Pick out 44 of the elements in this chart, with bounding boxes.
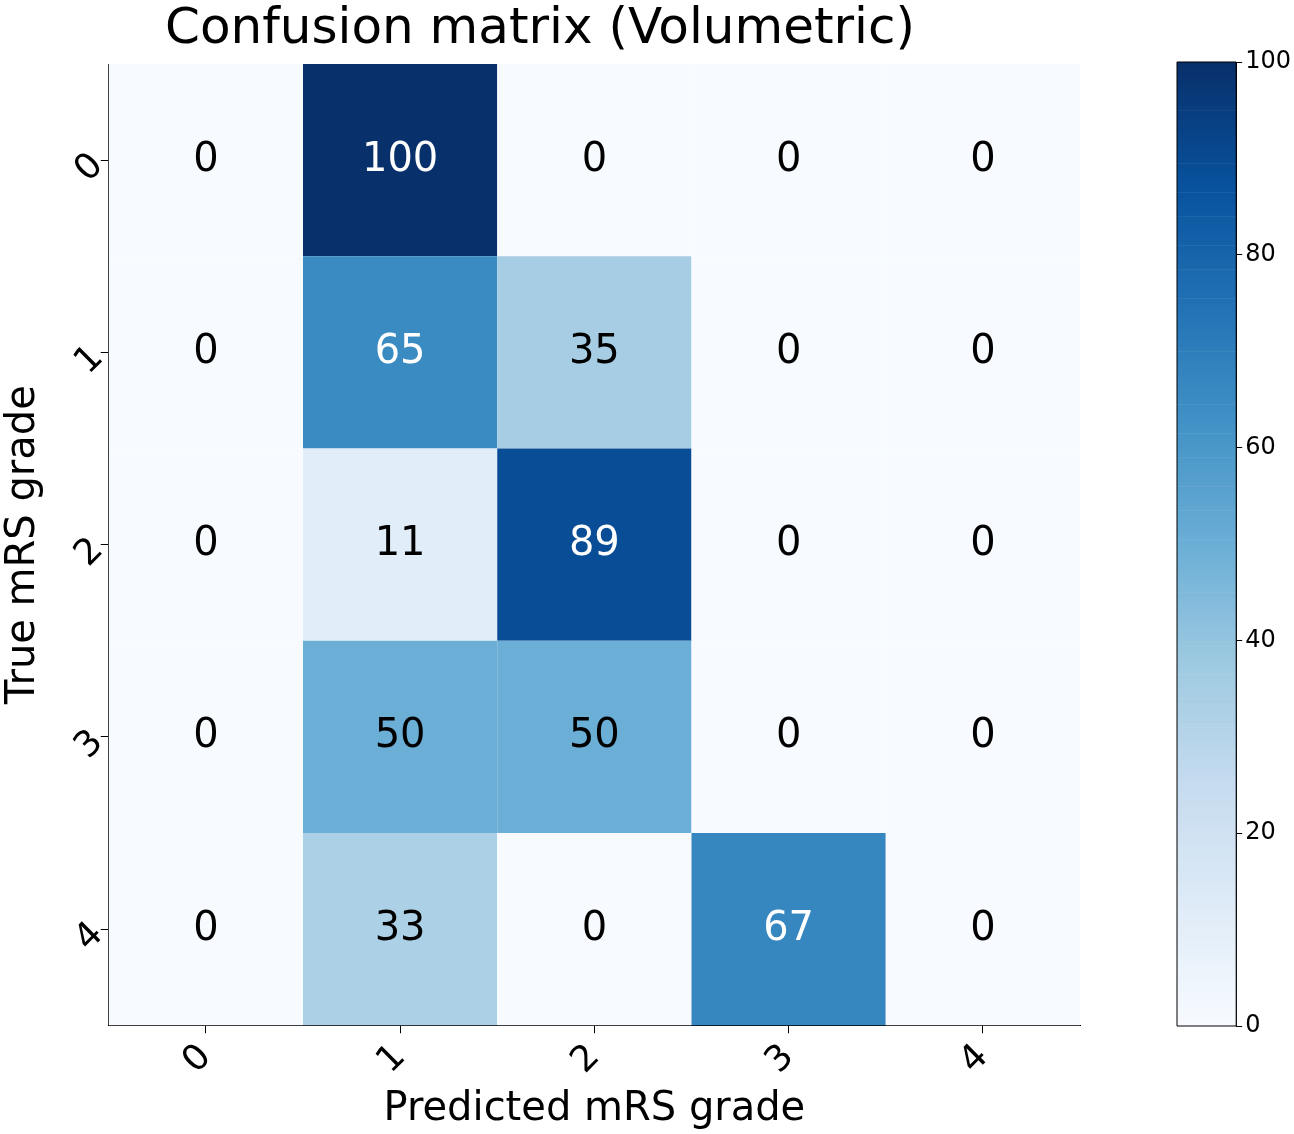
data-label: 11 (374, 518, 426, 565)
y-tick-label: 3 (64, 720, 111, 766)
color-bar-label: 80 (1245, 239, 1276, 268)
x-tick-label: 0 (172, 1034, 219, 1080)
data-label: 67 (763, 902, 815, 949)
data-label: 0 (775, 518, 802, 565)
data-label: 100 (361, 133, 439, 180)
x-tick-label: 4 (949, 1034, 996, 1080)
x-tick-label: 3 (755, 1034, 801, 1080)
data-label: 0 (775, 133, 802, 180)
data-label: 0 (970, 325, 996, 372)
data-label: 0 (193, 518, 219, 565)
chart-title: Confusion matrix (Volumetric) (165, 0, 915, 55)
data-label: 0 (581, 902, 608, 949)
color-bar-label: 100 (1245, 46, 1291, 75)
data-label: 89 (568, 518, 620, 565)
data-label: 0 (581, 133, 608, 180)
data-label: 0 (970, 518, 996, 565)
data-label: 65 (374, 325, 426, 372)
data-label: 50 (374, 710, 426, 757)
data-label: 33 (374, 902, 426, 949)
data-label: 0 (970, 710, 996, 757)
data-label: 0 (193, 325, 219, 372)
y-tick-label: 1 (64, 335, 111, 381)
y-tick-label: 2 (64, 527, 111, 574)
color-bar-label: 40 (1245, 624, 1276, 653)
color-bar-label: 0 (1245, 1010, 1261, 1039)
y-tick-label: 4 (64, 912, 111, 958)
x-axis-title: Predicted mRS grade (383, 1083, 806, 1130)
color-bar-label: 20 (1245, 817, 1276, 846)
color-bar-label: 60 (1245, 431, 1276, 460)
x-tick-label: 2 (561, 1034, 607, 1080)
data-label: 0 (193, 710, 219, 757)
data-label: 50 (568, 710, 620, 757)
data-label: 0 (193, 133, 219, 180)
data-label: 0 (970, 902, 996, 949)
y-axis-title: True mRS grade (0, 385, 44, 706)
data-label: 35 (568, 325, 620, 372)
y-tick-label: 0 (64, 143, 111, 189)
data-label: 0 (775, 325, 802, 372)
data-label: 0 (193, 902, 219, 949)
data-label: 0 (970, 133, 996, 180)
data-label: 0 (775, 710, 802, 757)
x-tick-label: 1 (367, 1034, 413, 1080)
